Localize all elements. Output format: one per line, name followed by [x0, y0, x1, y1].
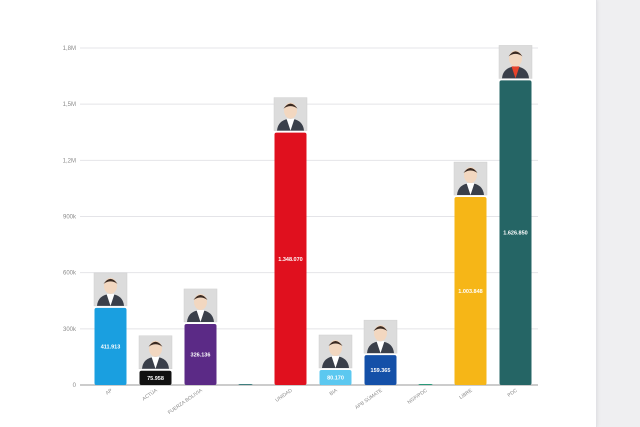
- photo-shirt: [106, 293, 115, 306]
- bar: [184, 323, 217, 385]
- photo-hair: [508, 51, 523, 57]
- photo-hair: [103, 278, 118, 284]
- photo-shirt: [286, 118, 295, 131]
- bar-value-label: 1.626.850: [503, 231, 527, 237]
- x-axis-label: BIA: [329, 387, 340, 397]
- bar: [274, 132, 307, 385]
- y-tick-label: 900k: [63, 215, 77, 221]
- x-axis-labels: AP ACTÚA FUERZA BOLIVIA UNIDAD BIA APB SÚMATE…: [105, 387, 519, 416]
- bar: [418, 384, 433, 385]
- bar: [319, 369, 352, 385]
- photo-shirt: [331, 355, 340, 368]
- bar-value-label: 1.348.070: [278, 257, 302, 263]
- x-axis-label: APB SÚMATE: [354, 387, 385, 411]
- candidate-photo: [318, 334, 353, 369]
- bar: [139, 370, 172, 385]
- photo-shirt: [196, 309, 205, 322]
- candidate-photo: [183, 288, 218, 323]
- candidate-photo: [498, 45, 533, 79]
- bar: [94, 307, 127, 385]
- bar-value-label: 1.003.848: [458, 289, 482, 295]
- bars: 411.913 75.958 326.136 1.348.070 80.170 159.3…: [94, 80, 532, 385]
- bar: [454, 197, 487, 385]
- x-axis-label: FUERZA BOLIVIA: [167, 387, 204, 416]
- y-tick-label: 0: [73, 383, 77, 389]
- photo-hair: [193, 294, 208, 300]
- photo-shirt: [511, 66, 520, 79]
- bar: [238, 384, 253, 385]
- bar: [499, 80, 532, 385]
- bar-value-label: 75.958: [147, 376, 164, 382]
- chart-card: 0 300k 600k 900k 1,2M 1,5M 1,8M 411.913 75.958 3…: [0, 0, 597, 427]
- photo-hair: [148, 341, 163, 347]
- photo-hair: [283, 103, 298, 109]
- candidate-photos: [93, 45, 533, 370]
- photo-hair: [463, 168, 478, 174]
- photo-shirt: [151, 356, 160, 369]
- candidate-photo: [138, 335, 173, 370]
- candidate-photo: [363, 319, 398, 354]
- bar-chart: 0 300k 600k 900k 1,2M 1,5M 1,8M 411.913 75.958 3…: [63, 45, 538, 416]
- y-tick-label: 1,8M: [63, 46, 76, 52]
- photo-hair: [373, 326, 388, 332]
- photo-hair: [328, 340, 343, 346]
- photo-shirt: [376, 341, 385, 354]
- x-axis-label: NGP/PDC: [407, 388, 429, 406]
- y-axis-ticks: 0 300k 600k 900k 1,2M 1,5M 1,8M: [63, 46, 77, 389]
- bar-value-label: 159.365: [371, 368, 391, 374]
- y-tick-label: 1,2M: [63, 158, 76, 164]
- x-axis-label: UNIDAD: [275, 388, 294, 404]
- x-axis-label: ACTÚA: [141, 387, 159, 403]
- candidate-photo: [453, 161, 488, 196]
- bar-value-label: 80.170: [327, 375, 344, 381]
- y-tick-label: 600k: [63, 271, 77, 277]
- y-tick-label: 300k: [63, 327, 77, 333]
- x-axis-label: PDC: [507, 388, 519, 399]
- candidate-photo: [273, 97, 308, 131]
- candidate-photo: [93, 272, 128, 307]
- x-axis-label: AP: [105, 387, 114, 396]
- bar-value-label: 326.136: [191, 352, 211, 358]
- y-tick-label: 1,5M: [63, 102, 76, 108]
- bar: [364, 355, 397, 385]
- bar-value-label: 411.913: [101, 344, 121, 350]
- photo-shirt: [466, 183, 475, 196]
- x-axis-label: LIBRE: [458, 387, 474, 401]
